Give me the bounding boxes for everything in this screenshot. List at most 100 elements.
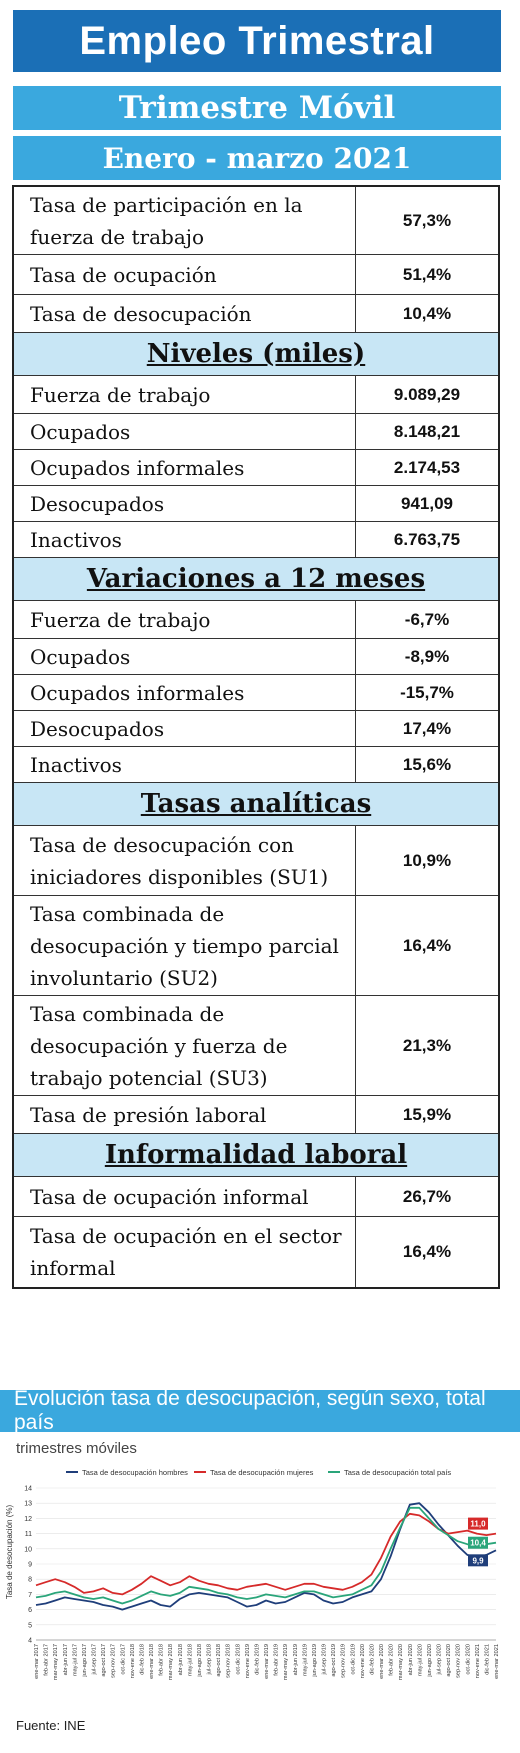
end-label-text: 9,9 <box>472 1556 484 1565</box>
x-tick-label: ene-mar 2018 <box>149 1644 155 1679</box>
chart-subtitle: trimestres móviles <box>16 1440 137 1457</box>
table-row: Desocupados 941,09 <box>14 486 498 522</box>
table-row: Tasa de ocupación informal 26,7% <box>14 1177 498 1217</box>
x-tick-label: oct-dic 2017 <box>120 1644 126 1674</box>
x-tick-label: ene-mar 2019 <box>264 1644 270 1679</box>
x-tick-label: feb-abr 2019 <box>274 1644 280 1676</box>
x-tick-label: jul-sep 2017 <box>92 1644 98 1675</box>
x-tick-label: nov-ene 2019 <box>245 1644 251 1678</box>
row-value: 21,3% <box>402 1035 452 1055</box>
chart-legend: Tasa de desocupación hombres Tasa de deso… <box>66 1468 451 1477</box>
row-label: Inactivos <box>14 747 356 782</box>
page-subtitle: Trimestre Móvil <box>13 86 501 130</box>
table-row: Tasa combinada de desocupación y fuerza … <box>14 996 498 1096</box>
row-value: 9.089,29 <box>393 384 461 404</box>
table-row: Ocupados -8,9% <box>14 639 498 675</box>
x-tick-label: dic-feb 2019 <box>254 1644 260 1675</box>
x-tick-label: jul-sep 2019 <box>322 1644 328 1675</box>
table-row: Tasa de ocupación en el sector informal … <box>14 1217 498 1287</box>
period-banner: Enero - marzo 2021 <box>13 136 501 180</box>
x-tick-label: dic-feb 2020 <box>369 1644 375 1675</box>
table-row: Ocupados informales -15,7% <box>14 675 498 711</box>
row-value: 10,9% <box>402 850 452 870</box>
x-tick-label: oct-dic 2020 <box>465 1644 471 1674</box>
end-labels: 11,0 10,4 9,9 <box>468 1517 488 1567</box>
table-row: Tasa combinada de desocupación y tiempo … <box>14 896 498 996</box>
row-label: Fuerza de trabajo <box>14 601 356 638</box>
row-value: 16,4% <box>402 1242 452 1261</box>
x-tick-label: sep-nov 2019 <box>341 1644 347 1678</box>
table-row: Tasa de presión laboral 15,9% <box>14 1096 498 1134</box>
row-value: 2.174,53 <box>393 457 461 477</box>
row-value: 51,4% <box>402 264 452 284</box>
section-title-analytic: Tasas analíticas <box>14 783 498 826</box>
end-label-text: 11,0 <box>470 1520 486 1529</box>
x-tick-label: nov-ene 2020 <box>360 1644 366 1678</box>
x-tick-label: nov-ene 2018 <box>130 1644 136 1678</box>
x-tick-label: abr-jun 2019 <box>293 1644 299 1675</box>
row-value: 10,4% <box>402 303 452 323</box>
table-row: Tasa de participación en la fuerza de tr… <box>14 187 498 255</box>
chart-title-banner: Evolución tasa de desocupación, según se… <box>0 1387 520 1434</box>
x-tick-label: ago-oct 2020 <box>446 1644 452 1677</box>
indicators-table: Tasa de participación en la fuerza de tr… <box>12 185 500 1289</box>
end-label-box <box>468 1517 488 1530</box>
x-tick-label: may-jul 2018 <box>187 1644 193 1676</box>
row-label: Tasa de ocupación en el sector informal <box>14 1217 356 1287</box>
row-label: Ocupados informales <box>14 675 356 710</box>
row-value: 57,3% <box>402 210 452 230</box>
x-tick-label: sep-nov 2020 <box>456 1644 462 1678</box>
x-tick-label: feb-abr 2017 <box>44 1644 50 1676</box>
table-row: Tasa de ocupación 51,4% <box>14 255 498 295</box>
x-tick-label: may-jul 2019 <box>302 1644 308 1676</box>
section-title-informality: Informalidad laboral <box>14 1134 498 1177</box>
end-label-box <box>468 1536 488 1549</box>
y-tick-label: 13 <box>24 1501 32 1508</box>
row-label: Tasa combinada de desocupación y fuerza … <box>14 996 356 1095</box>
table-row: Desocupados 17,4% <box>14 711 498 747</box>
row-label: Ocupados <box>14 414 356 449</box>
row-label: Tasa combinada de desocupación y tiempo … <box>14 896 356 995</box>
end-label-text: 10,4 <box>470 1539 486 1548</box>
x-tick-label: jun-ago 2019 <box>312 1644 318 1678</box>
x-tick-label: feb-abr 2020 <box>389 1644 395 1676</box>
row-value: 15,9% <box>402 1104 452 1124</box>
x-tick-label: jun-ago 2020 <box>427 1644 433 1678</box>
x-tick-label: mar-may 2020 <box>398 1644 404 1680</box>
table-row: Inactivos 6.763,75 <box>14 522 498 558</box>
x-tick-label: abr-jun 2020 <box>408 1644 414 1675</box>
row-value: 6.763,75 <box>393 529 461 549</box>
x-tick-label: jun-ago 2018 <box>197 1644 203 1678</box>
x-tick-label: dic-feb 2018 <box>139 1644 145 1675</box>
x-tick-label: mar-may 2017 <box>53 1644 59 1680</box>
row-label: Desocupados <box>14 486 356 521</box>
table-row: Tasa de desocupación 10,4% <box>14 295 498 333</box>
y-tick-label: 10 <box>24 1546 32 1553</box>
x-tick-label: sep-nov 2017 <box>111 1644 117 1678</box>
x-tick-label: abr-jun 2017 <box>63 1644 69 1675</box>
x-tick-label: feb-abr 2018 <box>159 1644 165 1676</box>
row-value: 15,6% <box>402 754 452 774</box>
end-label-box <box>468 1554 488 1567</box>
y-tick-label: 8 <box>28 1577 32 1584</box>
x-tick-label: ene-mar 2021 <box>494 1644 500 1679</box>
x-tick-label: nov-ene 2021 <box>475 1644 481 1678</box>
section-title-levels: Niveles (miles) <box>14 333 498 376</box>
legend-label: Tasa de desocupación hombres <box>82 1468 188 1477</box>
y-tick-label: 5 <box>28 1622 32 1629</box>
row-label: Desocupados <box>14 711 356 746</box>
y-tick-label: 4 <box>28 1638 32 1645</box>
chart-series <box>35 1502 497 1611</box>
legend-label: Tasa de desocupación mujeres <box>210 1468 314 1477</box>
y-tick-label: 14 <box>24 1486 32 1493</box>
series-line <box>35 1502 497 1611</box>
y-axis: 4 5 6 7 8 9 10 11 12 13 14 <box>24 1486 32 1645</box>
x-tick-label: oct-dic 2018 <box>235 1644 241 1674</box>
legend-label: Tasa de desocupación total país <box>344 1468 451 1477</box>
x-tick-label: ago-oct 2019 <box>331 1644 337 1677</box>
row-value: 17,4% <box>402 718 452 738</box>
x-tick-label: jul-sep 2018 <box>207 1644 213 1675</box>
row-label: Tasa de desocupación con iniciadores dis… <box>14 826 356 895</box>
series-line <box>35 1506 497 1605</box>
row-label: Tasa de ocupación informal <box>14 1177 356 1216</box>
